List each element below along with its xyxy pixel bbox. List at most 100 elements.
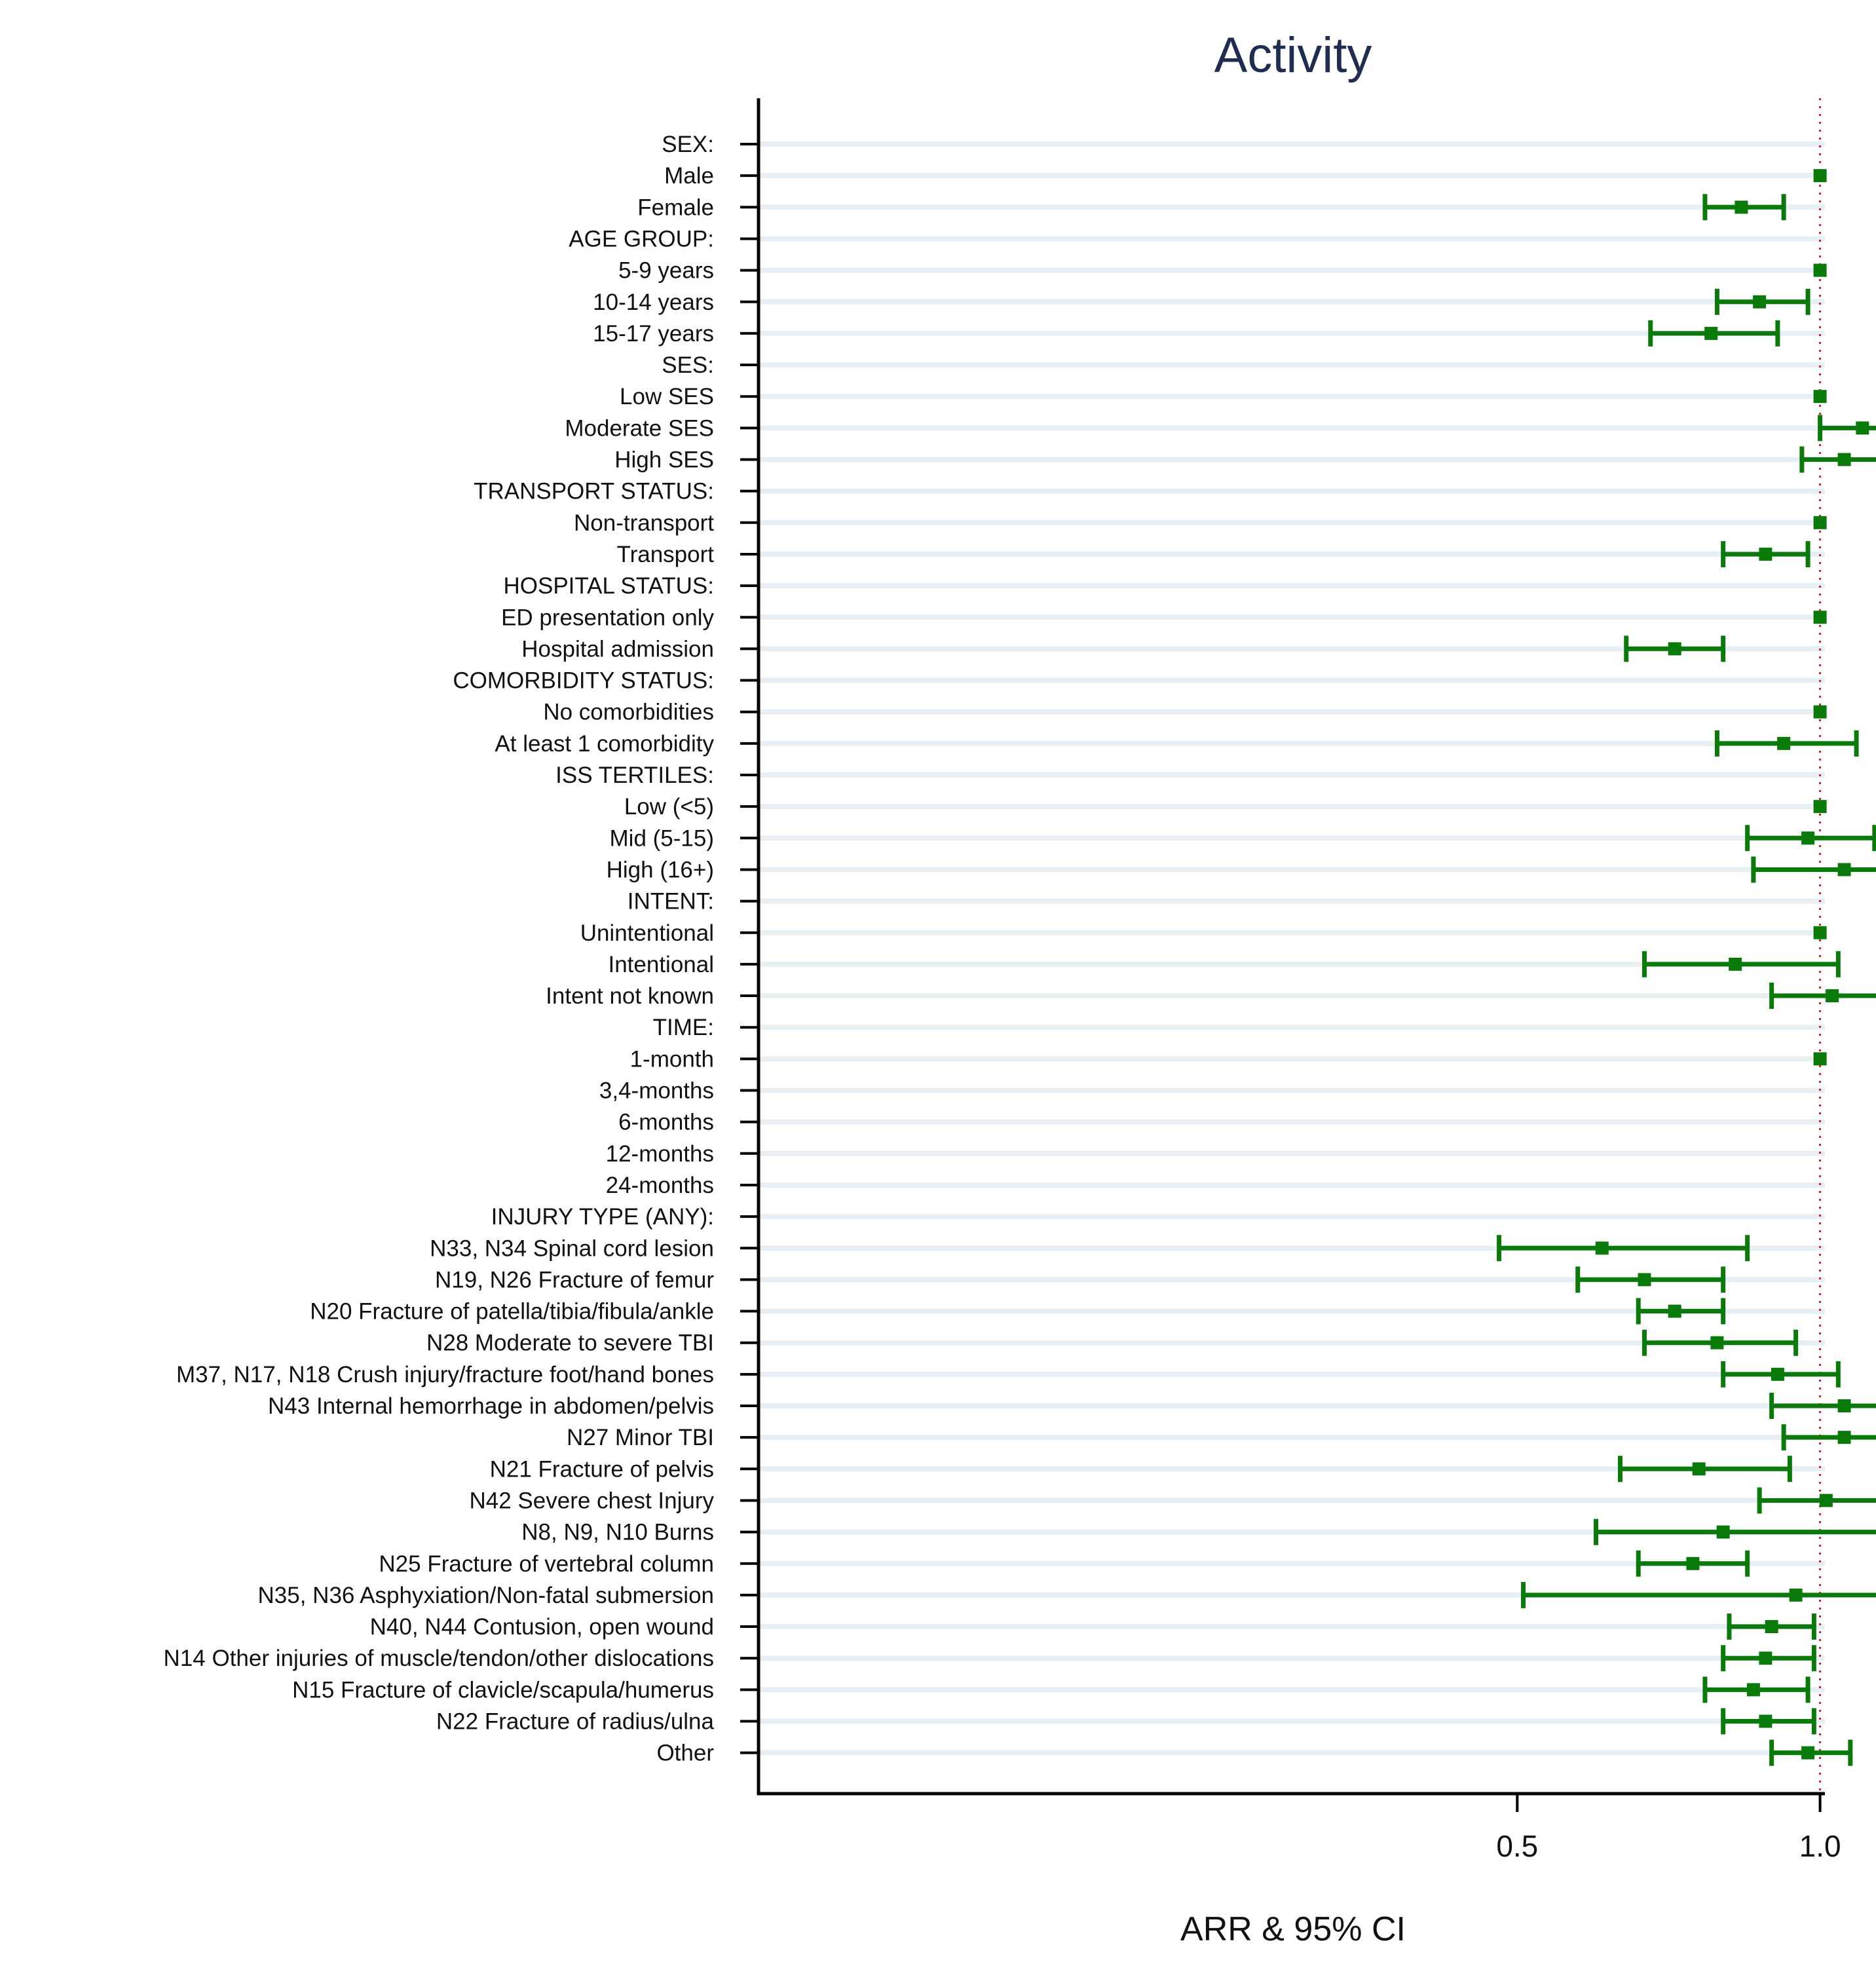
row-label: N33, N34 Spinal cord lesion xyxy=(430,1236,714,1261)
point-estimate xyxy=(1813,390,1827,404)
point-estimate xyxy=(1777,736,1791,750)
point-estimate xyxy=(1735,200,1748,214)
point-estimate xyxy=(1716,1525,1730,1539)
point-estimate xyxy=(1729,957,1742,971)
gridlines xyxy=(760,142,1825,1756)
row-label: ED presentation only xyxy=(501,605,714,630)
x-tick-label: 1.0 xyxy=(1799,1829,1841,1863)
row-label: Non-transport xyxy=(574,510,714,536)
chart-title: Activity xyxy=(1214,28,1372,83)
row-label: Male xyxy=(664,163,714,189)
row-label: 3,4-months xyxy=(599,1078,714,1104)
row-label: 5-9 years xyxy=(618,258,714,284)
row-label: 12-months xyxy=(606,1141,714,1167)
point-estimate xyxy=(1813,926,1827,939)
row-label: High (16+) xyxy=(607,857,714,882)
row-label: N35, N36 Asphyxiation/Non-fatal submersi… xyxy=(258,1583,714,1608)
point-estimate xyxy=(1813,1052,1827,1066)
row-label: N15 Fracture of clavicle/scapula/humerus xyxy=(292,1677,714,1703)
point-estimate xyxy=(1753,295,1767,309)
point-estimate xyxy=(1759,547,1773,561)
ci-whisker xyxy=(1521,1581,1876,1608)
x-axis-label: ARR & 95% CI xyxy=(1180,1910,1406,1948)
point-estimate xyxy=(1856,421,1869,435)
point-estimate xyxy=(1813,705,1827,719)
estimates xyxy=(1497,169,1876,1766)
row-label: INTENT: xyxy=(628,889,714,915)
row-label: Low (<5) xyxy=(624,794,714,820)
ci-whisker xyxy=(1497,1235,1750,1262)
row-label: N42 Severe chest Injury xyxy=(469,1488,714,1513)
row-label: N28 Moderate to severe TBI xyxy=(426,1330,714,1356)
ci-whisker xyxy=(1751,856,1876,883)
point-estimate xyxy=(1826,989,1839,1003)
row-label: 6-months xyxy=(618,1110,714,1135)
row-label: N8, N9, N10 Burns xyxy=(521,1520,714,1545)
point-estimate xyxy=(1746,1683,1760,1697)
row-label: Unintentional xyxy=(580,920,714,946)
row-label: Transport xyxy=(617,542,715,567)
row-label: N27 Minor TBI xyxy=(567,1425,714,1450)
ci-whisker xyxy=(1781,1424,1876,1451)
point-estimate xyxy=(1801,1746,1815,1760)
ci-whisker xyxy=(1757,1487,1876,1514)
row-label: Low SES xyxy=(620,384,714,409)
ci-whisker xyxy=(1769,1393,1876,1419)
row-label: 15-17 years xyxy=(593,321,714,347)
point-estimate xyxy=(1765,1620,1778,1634)
x-tick-label: 0.5 xyxy=(1496,1829,1538,1863)
row-label: N25 Fracture of vertebral column xyxy=(379,1551,714,1577)
x-ticks: 0.51.01.52.0 xyxy=(1496,1794,1841,1863)
point-estimate xyxy=(1813,516,1827,529)
row-label: N19, N26 Fracture of femur xyxy=(435,1267,714,1292)
row-label: 10-14 years xyxy=(593,290,714,315)
row-label: 1-month xyxy=(630,1046,714,1072)
point-estimate xyxy=(1837,863,1851,877)
point-estimate xyxy=(1638,1273,1651,1287)
row-label: N21 Fracture of pelvis xyxy=(490,1456,714,1482)
point-estimate xyxy=(1837,1399,1851,1412)
axes xyxy=(740,98,1825,1796)
row-label: TIME: xyxy=(653,1015,714,1040)
row-label: INJURY TYPE (ANY): xyxy=(491,1204,714,1230)
point-estimate xyxy=(1837,453,1851,466)
point-estimate xyxy=(1759,1714,1773,1728)
point-estimate xyxy=(1686,1556,1700,1570)
row-label: At least 1 comorbidity xyxy=(495,731,714,757)
row-label: ISS TERTILES: xyxy=(555,763,714,788)
row-label: Other xyxy=(656,1741,714,1766)
row-label: TRANSPORT STATUS: xyxy=(474,479,714,504)
row-label: N40, N44 Contusion, open wound xyxy=(370,1614,714,1640)
row-label: No comorbidities xyxy=(543,700,714,725)
row-label: 24-months xyxy=(606,1173,714,1198)
row-label: Moderate SES xyxy=(565,415,714,441)
point-estimate xyxy=(1759,1651,1773,1665)
row-label: AGE GROUP: xyxy=(569,226,714,252)
row-label: N22 Fracture of radius/ulna xyxy=(436,1709,715,1735)
row-label: SES: xyxy=(662,352,714,378)
row-label: Female xyxy=(637,195,714,220)
row-label: Mid (5-15) xyxy=(610,825,714,851)
point-estimate xyxy=(1595,1241,1609,1255)
row-labels: SEX: Male Female AGE GROUP: 5-9 years 10-14 y… xyxy=(164,132,715,1766)
row-label: N20 Fracture of patella/tibia/fibula/ank… xyxy=(310,1299,714,1325)
row-label: Intent not known xyxy=(546,983,714,1009)
point-estimate xyxy=(1710,1336,1724,1349)
point-estimate xyxy=(1813,800,1827,814)
row-label: SEX: xyxy=(662,132,714,157)
point-estimate xyxy=(1801,831,1815,845)
point-estimate xyxy=(1819,1494,1833,1507)
row-label: Intentional xyxy=(608,952,714,977)
point-estimate xyxy=(1813,263,1827,277)
ci-whisker xyxy=(1593,1519,1876,1545)
ci-whisker xyxy=(1769,983,1876,1009)
row-label: High SES xyxy=(614,447,714,473)
point-estimate xyxy=(1813,169,1827,183)
point-estimate xyxy=(1837,1431,1851,1444)
row-label: N14 Other injuries of muscle/tendon/othe… xyxy=(164,1646,714,1671)
point-estimate xyxy=(1771,1367,1784,1381)
point-estimate xyxy=(1668,642,1681,656)
point-estimate xyxy=(1789,1588,1803,1602)
row-label: M37, N17, N18 Crush injury/fracture foot… xyxy=(176,1362,714,1387)
